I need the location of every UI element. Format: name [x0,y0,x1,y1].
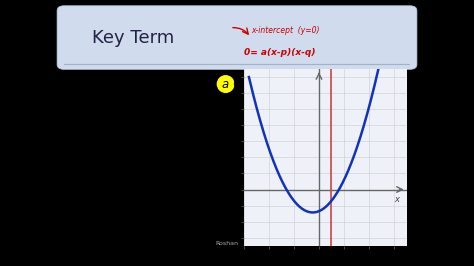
Text: •: • [93,133,98,142]
Text: •: • [82,109,87,118]
Text: $(x-p)(x-q)$: $(x-p)(x-q)$ [232,77,300,91]
Text: a>0:: a>0: [90,187,113,196]
Text: a<0:: a<0: [90,214,113,223]
Text: •: • [73,78,81,90]
Text: Key Term: Key Term [91,28,174,47]
Text: half way between (p,0) and (q,0): half way between (p,0) and (q,0) [102,133,244,142]
Text: •: • [82,214,87,224]
Text: $y = $: $y = $ [206,78,224,90]
Text: Graph of Intercept Form: Graph of Intercept Form [82,79,224,89]
Text: •: • [82,187,87,197]
Text: 0= a(x-p)(x-q): 0= a(x-p)(x-q) [244,48,315,57]
Text: Roshan: Roshan [215,241,238,246]
Text: x-intercept  (y=0): x-intercept (y=0) [251,26,319,35]
Text: axis of symmetry:: axis of symmetry: [90,109,175,118]
Text: x: x [394,195,399,203]
Text: $a$: $a$ [221,78,230,90]
Text: •: • [82,160,87,170]
FancyBboxPatch shape [57,6,417,69]
Text: x-intercepts:: x-intercepts: [90,160,150,169]
